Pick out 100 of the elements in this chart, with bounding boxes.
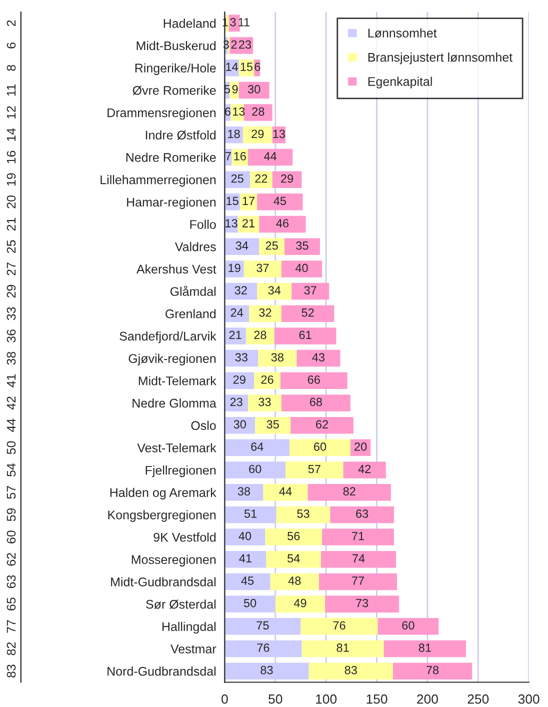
y2-tick-label: 25 xyxy=(6,240,16,253)
data-label: 82 xyxy=(343,487,356,496)
x-tick-label: 300 xyxy=(518,694,540,704)
data-label: 60 xyxy=(314,442,326,451)
y2-tick-label: 8 xyxy=(6,64,16,71)
y-tick-label: Øvre Romerike xyxy=(132,86,216,96)
data-label: 83 xyxy=(344,666,357,674)
data-label: 29 xyxy=(252,130,264,138)
data-label: 35 xyxy=(266,420,279,428)
x-tick-label: 150 xyxy=(366,694,388,704)
data-label: 42 xyxy=(358,464,371,474)
data-label: 52 xyxy=(302,308,314,317)
y2-tick-label: 20 xyxy=(6,195,16,208)
data-label: 15 xyxy=(226,196,238,206)
data-label: 29 xyxy=(233,375,246,384)
data-label: 61 xyxy=(299,330,312,340)
data-label: 16 xyxy=(234,152,246,160)
data-label: 23 xyxy=(230,398,242,406)
y2-tick-label: 42 xyxy=(6,396,16,410)
data-label: 83 xyxy=(260,666,273,674)
data-label: 44 xyxy=(264,152,277,160)
data-label: 76 xyxy=(257,644,270,652)
data-label: 60 xyxy=(402,621,414,630)
data-label: 23 xyxy=(238,40,252,49)
y-tick-label: Grenland xyxy=(166,309,216,318)
data-label: 34 xyxy=(268,286,281,294)
y-tick-label: Vest-Telemark xyxy=(137,443,216,452)
y-tick-label: Follo xyxy=(190,220,216,229)
legend-label: Egenkapital xyxy=(368,76,432,88)
data-label: 43 xyxy=(312,353,325,362)
data-label: 48 xyxy=(288,576,301,585)
data-label: 32 xyxy=(259,308,272,317)
x-tick-label: 200 xyxy=(417,694,438,704)
data-label: 21 xyxy=(229,330,242,340)
y-tick-label: Nedre Romerike xyxy=(126,152,216,162)
y-tick-label: Vestmar xyxy=(170,644,216,654)
data-label: 51 xyxy=(244,510,257,518)
data-label: 56 xyxy=(288,532,300,540)
data-label: 37 xyxy=(304,286,316,294)
y-tick-label: 9K Vestfold xyxy=(154,532,216,542)
y2-tick-label: 19 xyxy=(6,173,16,186)
y2-tick-label: 44 xyxy=(6,418,16,432)
data-label: 30 xyxy=(234,420,246,428)
data-label: 19 xyxy=(228,264,240,272)
y2-tick-label: 12 xyxy=(6,106,16,119)
y2-tick-label: 27 xyxy=(6,262,16,276)
y-tick-label: Midt-Gudbrandsdal xyxy=(111,577,216,586)
y-tick-label: Ringerike/Hole xyxy=(135,63,216,75)
y2-tick-label: 21 xyxy=(6,218,16,231)
data-label: 45 xyxy=(241,576,254,585)
data-label: 81 xyxy=(336,644,349,652)
y-tick-label: Gjøvik-regionen xyxy=(128,354,216,366)
y2-tick-label: 36 xyxy=(6,330,16,342)
data-label: 33 xyxy=(258,398,271,406)
y-tick-label: Fjellregionen xyxy=(146,465,216,478)
data-label: 75 xyxy=(256,621,269,630)
x-tick-label: 50 xyxy=(268,694,282,704)
data-label: 14 xyxy=(226,62,238,71)
y-tick-label: Glåmdal xyxy=(170,286,216,296)
data-label: 13 xyxy=(226,219,238,228)
data-label: 57 xyxy=(308,464,320,474)
y2-tick-label: 83 xyxy=(6,664,16,678)
data-label: 17 xyxy=(242,196,254,205)
data-label: 21 xyxy=(242,219,254,228)
data-label: 45 xyxy=(274,196,286,206)
data-label: 62 xyxy=(316,420,328,428)
x-tick-label: 100 xyxy=(316,694,337,704)
data-label: 41 xyxy=(239,554,252,562)
data-label: 18 xyxy=(228,130,240,138)
y2-tick-label: 41 xyxy=(6,374,16,388)
data-label: 22 xyxy=(255,174,268,183)
data-label: 73 xyxy=(356,598,368,608)
data-label: 30 xyxy=(248,85,260,94)
data-label: 11 xyxy=(238,18,250,26)
data-label: 7 xyxy=(226,152,231,160)
data-label: 54 xyxy=(288,554,300,563)
data-label: 46 xyxy=(276,219,289,228)
x-tick-label: 0 xyxy=(222,694,228,704)
data-label: 13 xyxy=(233,107,245,116)
y-tick-label: Kongsbergregionen xyxy=(108,510,216,522)
y2-tick-label: 2 xyxy=(6,20,16,26)
y-tick-label: Valdres xyxy=(174,242,216,252)
data-label: 25 xyxy=(266,241,278,250)
y-tick-label: Halden og Aremark xyxy=(110,488,216,500)
y-tick-label: Hamar-regionen xyxy=(127,197,216,210)
data-label: 28 xyxy=(252,107,264,116)
y2-tick-label: 59 xyxy=(6,508,16,522)
data-label: 24 xyxy=(230,308,244,317)
data-label: 53 xyxy=(297,510,310,518)
y-tick-label: Hadeland xyxy=(164,18,216,28)
y2-tick-label: 77 xyxy=(6,620,16,633)
y2-tick-label: 50 xyxy=(6,441,16,454)
y2-tick-label: 65 xyxy=(6,598,16,610)
data-label: 13 xyxy=(273,130,285,138)
data-label: 44 xyxy=(279,487,292,496)
data-label: 40 xyxy=(238,532,252,540)
y-tick-label: Nord-Gudbrandsdal xyxy=(108,666,216,676)
y-tick-label: Midt-Buskerud xyxy=(136,41,216,50)
y-tick-label: Mosseregionen xyxy=(132,554,216,566)
data-label: 9 xyxy=(232,85,238,94)
